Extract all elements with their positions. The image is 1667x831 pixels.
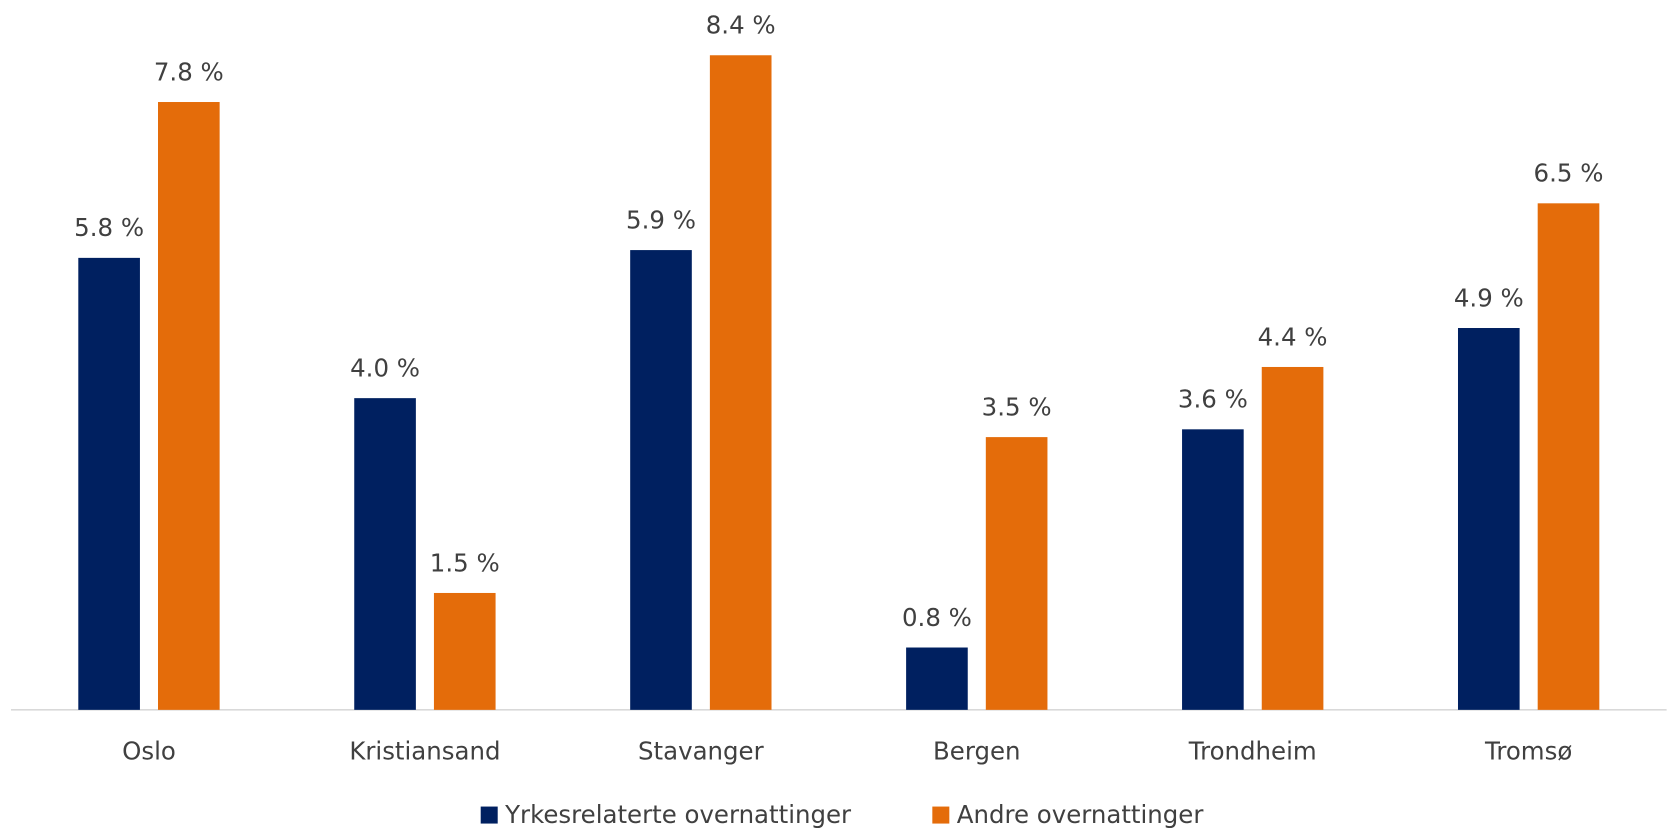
bar [1457, 328, 1520, 710]
legend-swatch [932, 806, 950, 824]
x-tick-label: Oslo [122, 736, 176, 765]
data-label: 4.9 % [1454, 283, 1524, 312]
bar [1537, 203, 1600, 710]
bar [709, 55, 772, 710]
bar [1261, 366, 1324, 710]
bar [985, 437, 1048, 710]
bar [1182, 429, 1244, 710]
bar [78, 257, 140, 710]
x-tick-label: Stavanger [638, 736, 765, 765]
legend-label: Yrkesrelaterte overnattinger [504, 800, 852, 829]
x-tick-label: Kristiansand [349, 736, 500, 765]
legend-label: Andre overnattinger [957, 800, 1205, 829]
data-label: 7.8 % [154, 57, 224, 86]
data-label: 8.4 % [706, 11, 776, 40]
data-label: 5.9 % [626, 205, 696, 234]
bar [354, 398, 416, 710]
data-label: 4.0 % [350, 353, 420, 382]
x-tick-label: Tromsø [1484, 736, 1572, 765]
bar [906, 647, 968, 710]
bar [630, 250, 692, 710]
data-label: 4.4 % [1258, 322, 1328, 351]
data-label: 1.5 % [430, 548, 500, 577]
data-label: 6.5 % [1534, 159, 1604, 188]
x-tick-label: Bergen [933, 736, 1020, 765]
data-label: 3.5 % [982, 392, 1052, 421]
data-label: 5.8 % [74, 213, 144, 242]
legend-swatch [480, 806, 498, 824]
x-tick-label: Trondheim [1188, 736, 1317, 765]
bar [433, 592, 496, 710]
data-label: 3.6 % [1178, 385, 1248, 414]
data-label: 0.8 % [902, 603, 972, 632]
bar [158, 102, 220, 710]
